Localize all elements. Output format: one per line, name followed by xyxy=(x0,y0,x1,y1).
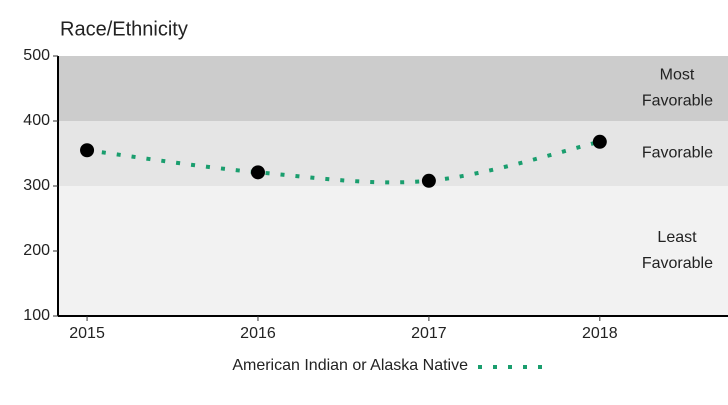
y-tick-label: 100 xyxy=(23,307,50,324)
y-tick-label: 200 xyxy=(23,242,50,259)
point xyxy=(80,143,95,158)
band-label-line: Least xyxy=(657,229,697,246)
x-tick-label: 2015 xyxy=(69,325,105,342)
legend-label: American Indian or Alaska Native xyxy=(232,357,468,374)
y-tick-label: 400 xyxy=(23,112,50,129)
x-tick-label: 2016 xyxy=(240,325,276,342)
band-label-line: Favorable xyxy=(642,93,713,110)
band-label: Favorable xyxy=(642,145,713,162)
y-tick-label: 500 xyxy=(23,47,50,64)
band xyxy=(58,56,728,121)
band xyxy=(58,186,728,316)
band-label-line: Favorable xyxy=(642,145,713,162)
x-tick-label: 2018 xyxy=(582,325,618,342)
line xyxy=(86,139,601,185)
band-label: Most Favorable xyxy=(642,67,713,110)
point xyxy=(421,173,436,188)
chart-title: Race/Ethnicity xyxy=(60,18,188,40)
point xyxy=(592,134,607,149)
point xyxy=(250,165,265,180)
band xyxy=(58,121,728,186)
band-label: Least Favorable xyxy=(642,229,713,272)
y-tick-label: 300 xyxy=(23,177,50,194)
x-tick-label: 2017 xyxy=(411,325,447,342)
band-label-line: Favorable xyxy=(642,255,713,272)
band-label-line: Most xyxy=(660,67,695,84)
